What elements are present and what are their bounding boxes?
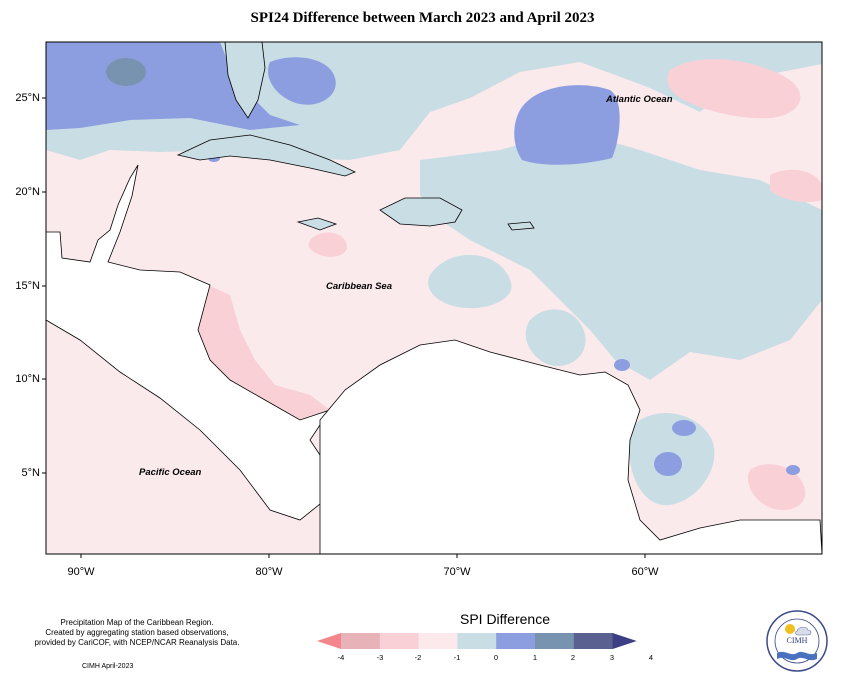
land-central-america (46, 164, 331, 521)
spi-zone-plus-two-trinidad (614, 359, 630, 371)
spi-zone-minus-one-jamaica (308, 232, 348, 257)
logo-text: CIMH (786, 636, 808, 645)
land-florida (224, 42, 266, 119)
legend-tick: -1 (453, 653, 461, 662)
spi-zone-plus-two-suriname (786, 465, 800, 475)
legend-arrow-low (317, 633, 341, 649)
spi-zone-minus-one-central-america (198, 285, 330, 420)
land-south-america (319, 339, 822, 554)
axis-ticks (42, 97, 646, 558)
lon-label-70w: 70°W (443, 566, 471, 578)
cloud-icon (795, 626, 812, 636)
credits-line-1: Precipitation Map of the Caribbean Regio… (60, 618, 214, 627)
atlantic-ocean-label: Atlantic Ocean (606, 94, 673, 105)
issued-by: CIMH April-2023 (82, 663, 134, 670)
legend-title: SPI Difference (459, 611, 550, 627)
legend-tick: 0 (493, 653, 499, 662)
spi-zone-plus-three-gulf (106, 58, 146, 86)
legend-swatch (573, 633, 614, 649)
lon-label-80w: 80°W (255, 566, 283, 578)
spi-zone-plus-two-guianas (654, 452, 682, 476)
land-puerto-rico (507, 221, 535, 231)
lat-label-20n: 20°N (15, 186, 40, 198)
legend-swatch (496, 633, 536, 649)
legend-swatch (418, 633, 458, 649)
legend-swatch (379, 633, 420, 649)
legend-tick: 1 (532, 653, 538, 662)
wave-icon (777, 651, 817, 661)
spi-zone-plus-two-gulf (46, 42, 300, 130)
lat-label-10n: 10°N (15, 373, 40, 385)
spi-zone-minus-one-ne (667, 59, 801, 119)
spi-zone-minus-one-east (770, 169, 822, 202)
lat-label-15n: 15°N (15, 280, 40, 292)
legend-tick: -3 (376, 653, 384, 662)
credits-line-2: Created by aggregating station based obs… (45, 628, 229, 637)
spi-zone-plus-one-caribbean (428, 254, 512, 309)
spi-field (46, 42, 822, 554)
map-title: SPI24 Difference between March 2023 and … (250, 10, 595, 26)
spi-zone-plus-two-guyana-coast (672, 420, 696, 436)
credits-block: Precipitation Map of the Caribbean Regio… (12, 618, 262, 648)
lon-label-60w: 60°W (631, 566, 659, 578)
credits-line-3: provided by CariCOF, with NCEP/NCAR Rean… (34, 638, 240, 647)
lat-label-25n: 25°N (15, 92, 40, 104)
land-hispaniola (379, 197, 463, 227)
legend-swatch (535, 633, 575, 649)
spi-zone-plus-two-bahamas (268, 57, 336, 105)
pacific-ocean-label: Pacific Ocean (139, 467, 202, 478)
legend-tick: -2 (414, 653, 422, 662)
spi-zone-plus-one-venezuela (525, 309, 586, 366)
legend-colorbar (317, 633, 637, 649)
legend-tick: -4 (337, 653, 345, 662)
land-cuba (176, 134, 356, 177)
legend-swatch (341, 633, 381, 649)
legend-tick: 2 (570, 653, 576, 662)
spi-zone-plus-one-east (420, 130, 822, 380)
legend-tick: 4 (648, 653, 654, 662)
cimh-logo (766, 610, 828, 672)
spi-zone-plus-two-atlantic (514, 85, 620, 165)
map-frame (45, 41, 823, 555)
lon-label-90w: 90°W (67, 566, 95, 578)
legend-tick: 3 (609, 653, 615, 662)
legend-arrow-high (612, 633, 637, 649)
spi-zone-minus-one-guianas (747, 464, 806, 510)
caribbean-sea-label: Caribbean Sea (326, 281, 392, 292)
land-jamaica (296, 217, 338, 231)
lat-label-5n: 5°N (21, 467, 40, 479)
sun-icon (785, 624, 795, 634)
legend-swatch (457, 633, 497, 649)
